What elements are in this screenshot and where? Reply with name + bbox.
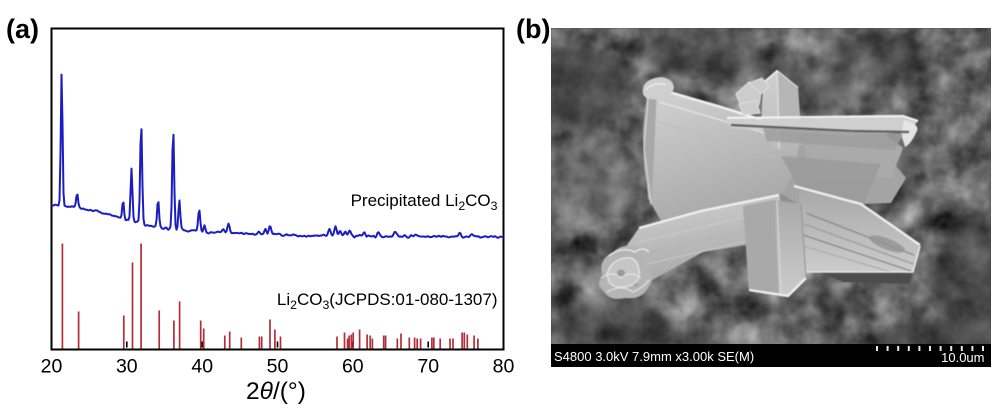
svg-text:50: 50 <box>267 356 289 378</box>
svg-text:S4800 3.0kV 7.9mm x3.00k SE(M): S4800 3.0kV 7.9mm x3.00k SE(M) <box>554 349 754 364</box>
svg-text:(a): (a) <box>6 14 39 44</box>
svg-text:2θ/(°): 2θ/(°) <box>246 378 306 405</box>
svg-text:10.0um: 10.0um <box>941 350 984 365</box>
svg-text:40: 40 <box>191 356 213 378</box>
svg-text:80: 80 <box>493 356 515 378</box>
svg-text:20: 20 <box>41 356 63 378</box>
svg-text:Li2CO3(JCPDS:01-080-1307): Li2CO3(JCPDS:01-080-1307) <box>277 290 498 312</box>
svg-text:Precipitated Li2CO3: Precipitated Li2CO3 <box>351 191 498 213</box>
svg-text:60: 60 <box>342 356 364 378</box>
svg-text:(b): (b) <box>516 14 550 44</box>
svg-text:70: 70 <box>417 356 439 378</box>
svg-text:30: 30 <box>116 356 138 378</box>
